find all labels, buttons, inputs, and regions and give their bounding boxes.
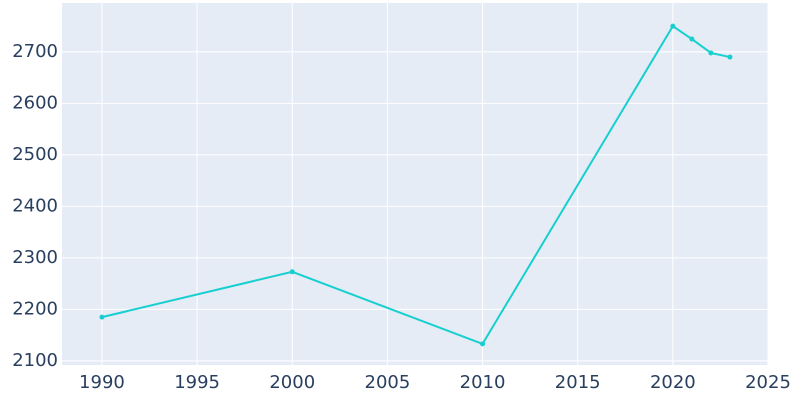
point [708, 50, 714, 56]
x-tick-label: 1995 [174, 372, 220, 393]
y-tick-label: 2400 [12, 195, 58, 216]
point [289, 269, 295, 275]
x-tick-label: 2000 [269, 372, 315, 393]
y-tick-label: 2300 [12, 247, 58, 268]
y-tick-label: 2700 [12, 41, 58, 62]
x-tick-label: 2015 [555, 372, 601, 393]
point [689, 36, 695, 42]
point [480, 341, 486, 347]
x-tick-label: 1990 [79, 372, 125, 393]
y-tick-label: 2200 [12, 298, 58, 319]
point [727, 54, 733, 60]
point [99, 314, 105, 320]
x-tick-label: 2020 [650, 372, 696, 393]
x-tick-label: 2010 [460, 372, 506, 393]
y-tick-label: 2100 [12, 350, 58, 371]
y-tick-label: 2500 [12, 144, 58, 165]
y-tick-label: 2600 [12, 92, 58, 113]
x-tick-label: 2025 [745, 372, 791, 393]
point [670, 23, 676, 29]
plot-background [62, 3, 768, 365]
x-tick-label: 2005 [365, 372, 411, 393]
